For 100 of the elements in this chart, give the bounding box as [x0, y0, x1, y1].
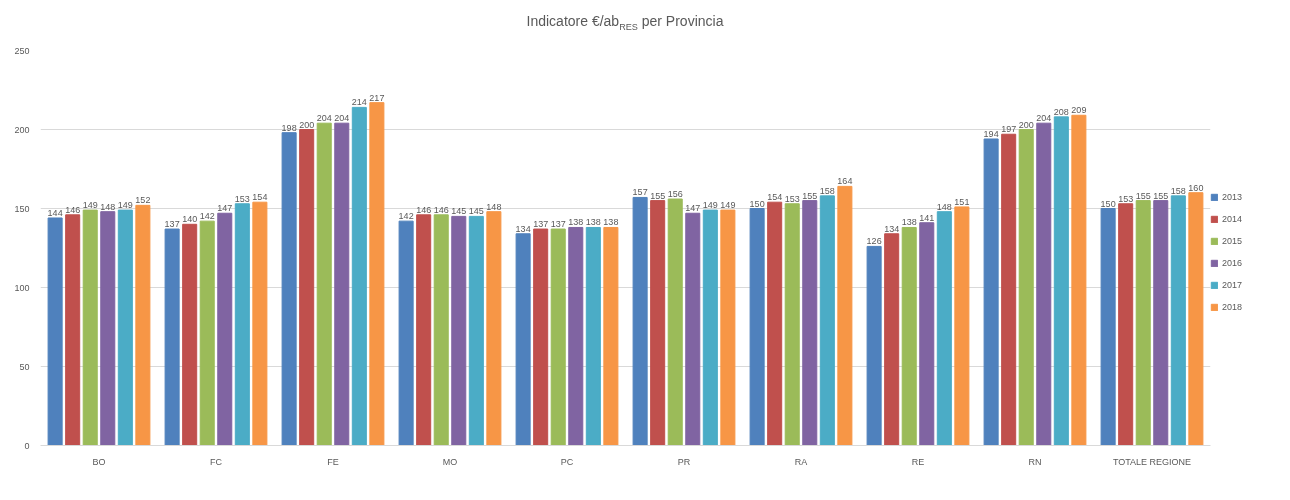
data-label: 134 [515, 223, 531, 234]
data-label: 137 [533, 219, 549, 230]
data-label: 204 [1036, 113, 1052, 124]
data-label: 140 [182, 214, 198, 225]
bar [47, 217, 63, 446]
legend-label: 2015 [1222, 236, 1243, 246]
data-label: 146 [433, 204, 449, 215]
data-label: 149 [720, 200, 736, 211]
data-label: 141 [919, 212, 935, 223]
legend-label: 2017 [1222, 280, 1243, 290]
bar [901, 226, 917, 446]
bar [1135, 200, 1151, 446]
bar [217, 212, 233, 446]
data-label: 164 [837, 176, 853, 187]
data-label: 144 [47, 207, 63, 218]
bar [585, 226, 601, 446]
bar [866, 245, 882, 446]
bar [550, 228, 566, 446]
data-label: 153 [1118, 193, 1134, 204]
data-label: 147 [217, 203, 233, 214]
data-label: 158 [1170, 185, 1186, 196]
x-tick-label: RN [1028, 456, 1042, 467]
bar [351, 106, 367, 446]
bar [1188, 192, 1204, 446]
bar [936, 211, 952, 446]
data-label: 158 [819, 185, 835, 196]
bar [65, 214, 81, 446]
x-tick-label: RA [794, 456, 808, 467]
bar [164, 228, 180, 446]
data-label: 148 [100, 201, 116, 212]
data-label: 138 [603, 217, 619, 228]
data-label: 149 [117, 200, 133, 211]
data-label: 155 [650, 190, 666, 201]
bar [234, 203, 250, 446]
data-label: 138 [585, 217, 601, 228]
bar [100, 211, 116, 446]
data-label: 156 [667, 189, 683, 200]
y-tick-label: 0 [24, 440, 30, 451]
bar [568, 226, 584, 446]
data-label: 204 [316, 113, 332, 124]
bar [398, 220, 414, 446]
bar [82, 209, 98, 446]
bar [954, 206, 970, 446]
bar [837, 185, 853, 446]
bar [117, 209, 133, 446]
data-label: 148 [486, 201, 502, 212]
data-label: 204 [334, 113, 350, 124]
data-label: 200 [299, 119, 315, 130]
bar [299, 129, 315, 446]
x-tick-label: FE [327, 456, 339, 467]
data-label: 157 [632, 187, 648, 198]
bar [1071, 114, 1087, 446]
y-tick-label: 200 [14, 124, 30, 135]
data-label: 148 [936, 201, 952, 212]
bar [667, 198, 683, 446]
data-label: 155 [1153, 190, 1169, 201]
bar [334, 122, 350, 446]
bar [983, 138, 999, 446]
chart-title: Indicatore €/ab$_{RES}$ per Provincia [526, 12, 724, 34]
bar [720, 209, 736, 446]
data-label: 154 [252, 192, 268, 203]
legend-label: 2013 [1222, 192, 1243, 202]
data-label: 153 [784, 193, 800, 204]
data-label: 208 [1053, 106, 1069, 117]
data-label: 217 [369, 92, 385, 103]
bar [281, 132, 297, 446]
bar [369, 102, 385, 446]
data-label: 142 [398, 211, 414, 222]
x-tick-label: RE [911, 456, 925, 467]
data-label: 152 [135, 195, 151, 206]
bar [486, 211, 502, 446]
x-tick-label: PR [677, 456, 691, 467]
x-tick-label: BO [92, 456, 106, 467]
bar [603, 226, 619, 446]
data-label: 200 [1018, 119, 1034, 130]
data-label: 147 [685, 203, 701, 214]
y-tick-label: 50 [19, 361, 30, 372]
data-label: 150 [749, 198, 765, 209]
bar [749, 208, 765, 446]
data-label: 138 [901, 217, 917, 228]
bar [182, 223, 198, 446]
bar [685, 212, 701, 446]
data-label: 198 [281, 122, 297, 133]
bar [1100, 208, 1116, 446]
bar [767, 201, 783, 446]
data-label: 155 [1135, 190, 1151, 201]
bar [650, 200, 666, 446]
data-label: 155 [802, 190, 818, 201]
data-label: 214 [351, 97, 367, 108]
data-label: 197 [1001, 124, 1017, 135]
data-label: 126 [866, 236, 882, 247]
bar [1118, 203, 1134, 446]
bar [784, 203, 800, 446]
data-label: 137 [550, 219, 566, 230]
data-label: 134 [884, 223, 900, 234]
data-label: 160 [1188, 182, 1204, 193]
data-label: 145 [468, 206, 484, 217]
x-tick-label: MO [442, 456, 458, 467]
bar [702, 209, 718, 446]
bar [1170, 195, 1186, 446]
